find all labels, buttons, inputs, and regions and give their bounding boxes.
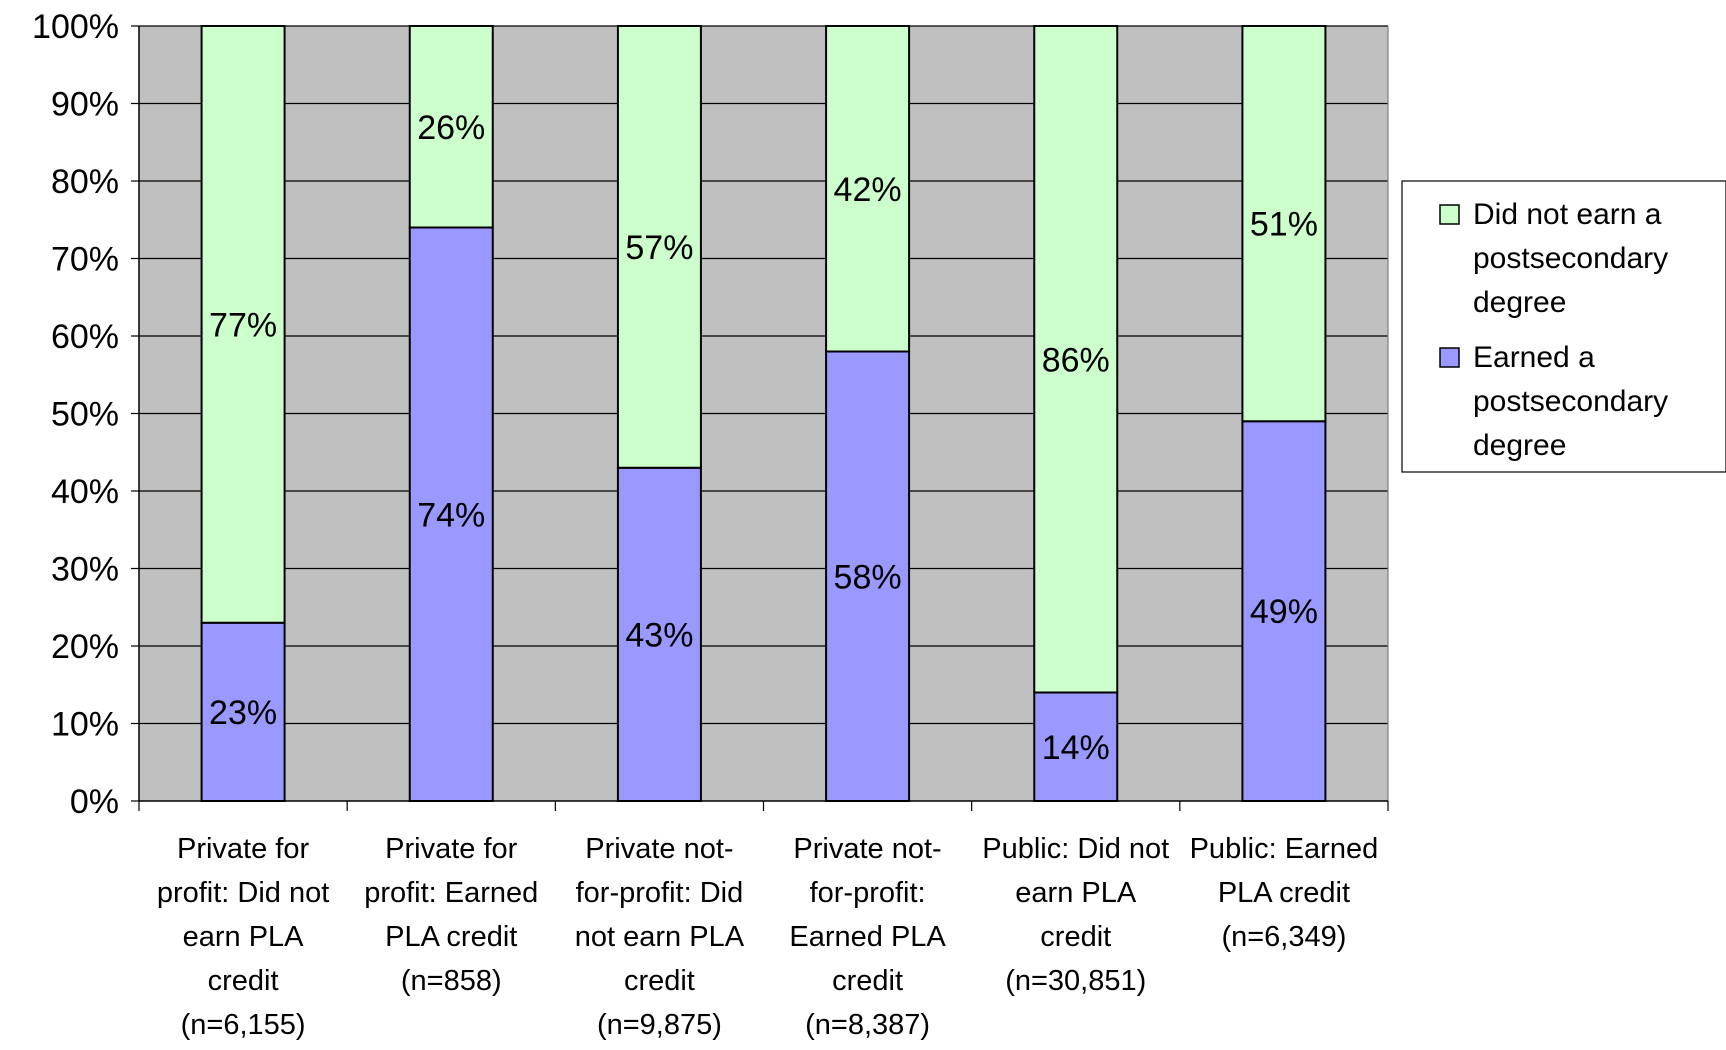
legend-swatch [1439,347,1460,368]
x-category-label: Private not- [793,833,941,865]
legend-label: degree [1473,429,1566,462]
legend: Did not earn a postsecondary degree Earned … [1401,180,1726,473]
x-category-label: (n=30,851) [1005,965,1146,997]
x-category-label: PLA credit [1218,877,1350,909]
y-tick-label: 50% [51,396,119,434]
y-tick-label: 100% [32,8,119,46]
bar-segment [1033,25,1119,694]
data-label: 86% [1042,341,1110,379]
bar-segment [200,25,286,624]
x-category-label: Private for [385,833,517,865]
legend-box [1401,180,1726,473]
x-category-label: profit: Did not [157,877,329,909]
data-label: 51% [1250,206,1318,244]
x-category-label: credit [1040,921,1111,953]
legend-label: Earned a [1473,341,1595,374]
bar-segment [1033,691,1119,802]
y-tick-label: 20% [51,628,119,666]
bar-segment [825,25,911,353]
y-tick-label: 0% [70,783,119,821]
x-category-label: Private not- [585,833,733,865]
y-tick-label: 90% [51,86,119,124]
data-label: 58% [834,558,902,596]
data-label: 14% [1042,729,1110,767]
legend-label: postsecondary [1473,385,1668,418]
x-category-label: credit [208,965,279,997]
x-category-label: credit [624,965,695,997]
x-category-label: PLA credit [385,921,517,953]
x-category-label: earn PLA [183,921,305,953]
bar-segment [408,226,494,802]
y-tick-label: 70% [51,241,119,279]
x-category-label: Earned PLA [789,921,946,953]
x-category-label: (n=6,155) [181,1009,306,1041]
bar-segment [1241,420,1327,802]
x-category-label: credit [832,965,903,997]
x-category-label: earn PLA [1015,877,1137,909]
data-label: 26% [417,109,485,147]
data-label: 43% [625,616,693,654]
x-category-label: not earn PLA [575,921,745,953]
data-label: 57% [625,229,693,267]
legend-label: postsecondary [1473,242,1668,275]
x-category-label: Public: Did not [982,833,1169,865]
x-category-label: for-profit: Did [576,877,744,909]
x-category-label: (n=8,387) [805,1009,930,1041]
data-label: 77% [209,306,277,344]
legend-swatch [1439,204,1460,225]
bar-segment [408,25,494,229]
bar-segment [616,466,702,802]
bar-segment [825,350,911,802]
axes: 0% 10% 20% 30% 40% 50% 60% 70% 80% 90% 100% Private… [32,8,1389,1041]
bars: 23% 77% 74% 26% 43% 57% 58% 42% 14% 86% 49% 51% [200,25,1327,802]
legend-label: Did not earn a [1473,198,1662,231]
bar-segment [616,25,702,469]
y-tick-label: 80% [51,163,119,201]
data-label: 23% [209,694,277,732]
x-category-label: Public: Earned [1190,833,1379,865]
x-category-label: profit: Earned [364,877,538,909]
y-tick-label: 10% [51,706,119,744]
data-label: 49% [1250,593,1318,631]
legend-label: degree [1473,286,1566,319]
bar-segment [200,621,286,802]
bar-segment [1241,25,1327,423]
x-category-label: (n=6,349) [1221,921,1346,953]
x-category-label: (n=9,875) [597,1009,722,1041]
y-tick-label: 60% [51,318,119,356]
data-label: 42% [834,171,902,209]
gridlines [139,25,1388,725]
y-tick-label: 30% [51,551,119,589]
data-label: 74% [417,496,485,534]
x-category-label: Private for [177,833,309,865]
x-category-label: for-profit: [810,877,926,909]
x-category-label: (n=858) [401,965,502,997]
y-tick-label: 40% [51,473,119,511]
